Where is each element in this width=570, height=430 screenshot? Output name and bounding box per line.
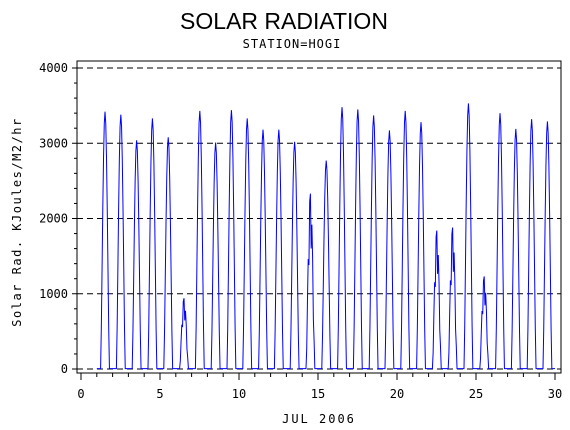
daily-peak-point (515, 128, 516, 129)
daily-peak-point (341, 107, 342, 108)
daily-peak-point (420, 122, 421, 123)
daily-peak-point (436, 230, 437, 231)
y-tick-label: 3000 (39, 136, 68, 150)
daily-peak-point (278, 129, 279, 130)
series-group (96, 103, 555, 370)
daily-peak-point (247, 118, 248, 119)
y-axis-label: Solar Rad. KJoules/M2/hr (10, 117, 24, 326)
series-line (96, 103, 555, 370)
gridlines (77, 67, 561, 370)
axis-ticks: 0 1000 2000 3000 4000 0 5 10 15 20 25 30 (39, 61, 562, 401)
plot-frame (76, 60, 562, 374)
daily-peak-point (310, 193, 311, 194)
daily-peak-point (231, 110, 232, 111)
daily-peak-point (104, 111, 105, 112)
y-tick-label: 0 (61, 362, 68, 376)
daily-peak-point (405, 110, 406, 111)
daily-peak-point (183, 298, 184, 299)
chart-subtitle: STATION=HOGI (243, 37, 342, 51)
y-tick-label: 4000 (39, 61, 68, 75)
x-tick-label: 5 (156, 387, 163, 401)
daily-peak-point (547, 121, 548, 122)
daily-peak-point (373, 115, 374, 116)
x-tick-label: 10 (232, 387, 246, 401)
daily-peak-point (326, 160, 327, 161)
y-tick-label: 2000 (39, 212, 68, 226)
x-tick-label: 20 (390, 387, 404, 401)
x-tick-label: 15 (311, 387, 325, 401)
daily-peak-point (199, 110, 200, 111)
daily-peak-point (136, 140, 137, 141)
daily-peak-point (357, 109, 358, 110)
x-axis-label: JUL 2006 (282, 412, 356, 426)
daily-peak-point (215, 142, 216, 143)
x-tick-label: 25 (469, 387, 483, 401)
chart-title: SOLAR RADIATION (180, 8, 388, 34)
daily-peak-point (389, 130, 390, 131)
y-tick-label: 1000 (39, 287, 68, 301)
daily-peak-point (152, 118, 153, 119)
daily-peak-point (484, 276, 485, 277)
daily-peak-point (452, 227, 453, 228)
daily-peak-point (120, 114, 121, 115)
daily-peak-point (468, 103, 469, 104)
daily-peak-point (294, 141, 295, 142)
daily-peak-point (168, 137, 169, 138)
daily-peak-point (499, 113, 500, 114)
daily-peak-point (262, 129, 263, 130)
x-tick-label: 0 (77, 387, 84, 401)
daily-peak-point (531, 119, 532, 120)
x-tick-label: 30 (548, 387, 562, 401)
